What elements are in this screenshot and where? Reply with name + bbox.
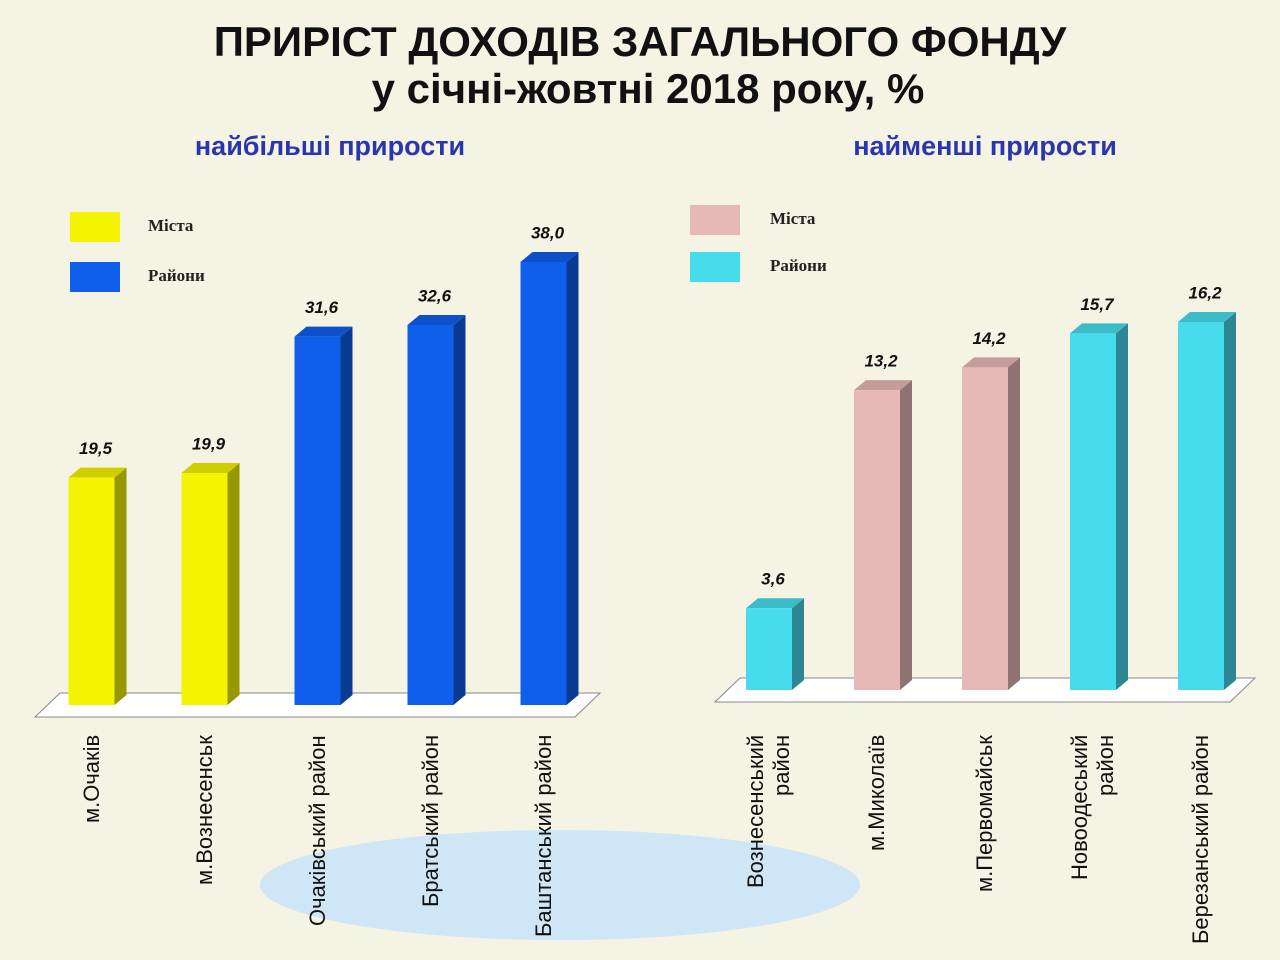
value-label: 19,9 [192, 434, 226, 453]
bar-side [227, 463, 240, 705]
bar-side [340, 326, 353, 705]
bar-front [746, 608, 792, 690]
bar-front [181, 473, 228, 705]
x-tick-label: Очаківський район [304, 735, 330, 926]
bar [520, 252, 579, 705]
bar-top [407, 314, 466, 325]
bar-front [520, 262, 567, 705]
value-label: 32,6 [418, 286, 452, 305]
bar-side [1008, 357, 1020, 690]
legend-label: Міста [770, 209, 816, 228]
bar-side [900, 380, 912, 690]
bar-top [294, 326, 353, 337]
legend-swatch [690, 205, 740, 235]
bar-side [114, 467, 127, 705]
legend-label: Райони [148, 266, 205, 285]
value-label: 16,2 [1188, 283, 1222, 302]
bar [181, 463, 240, 705]
x-tick-label: м.Очаків [78, 735, 104, 824]
bar-front [407, 324, 454, 705]
value-label: 14,2 [972, 329, 1006, 348]
value-label: 15,7 [1080, 295, 1115, 314]
value-label: 31,6 [305, 298, 339, 317]
bar [1178, 312, 1236, 690]
bar-front [854, 390, 900, 690]
page-title: ПРИРІСТ ДОХОДІВ ЗАГАЛЬНОГО ФОНДУ [214, 18, 1067, 65]
chart-title: найбільші прирости [195, 131, 465, 161]
bar-top [1178, 312, 1236, 322]
x-tick-label: Березанський район [1188, 735, 1213, 945]
x-tick-label: Вознесенський район [743, 735, 794, 889]
value-label: 38,0 [531, 223, 565, 242]
value-label: 19,5 [79, 439, 113, 458]
bar-side [1224, 312, 1236, 690]
sea [260, 830, 860, 940]
bar [854, 380, 912, 690]
bar [1070, 323, 1128, 690]
legend-label: Міста [148, 216, 194, 235]
legend-swatch [70, 262, 120, 292]
bar-side [453, 314, 466, 705]
x-tick-label: м.Вознесенськ [191, 735, 217, 885]
x-tick-label: Новоодеський район [1067, 735, 1118, 881]
chart-title: найменші прирости [853, 131, 1117, 161]
value-label: 3,6 [761, 570, 785, 589]
bar-side [792, 598, 804, 690]
bar-top [854, 380, 912, 391]
bar-top [181, 463, 240, 474]
bar-side [566, 252, 579, 705]
bar-top [520, 252, 579, 262]
bar-side [1116, 323, 1128, 690]
legend-label: Райони [770, 256, 827, 275]
x-tick-label: м.Первомайськ [972, 735, 997, 892]
bar [68, 467, 127, 705]
bar-front [68, 477, 115, 705]
bar-front [962, 367, 1008, 690]
page-subtitle: у січні-жовтні 2018 року, % [372, 65, 925, 112]
x-tick-label: м.Миколаїв [864, 735, 889, 852]
bar [407, 314, 466, 705]
x-tick-label: Баштанський район [530, 735, 556, 938]
bar [294, 326, 353, 705]
bar [962, 357, 1020, 690]
value-label: 13,2 [864, 352, 898, 371]
bar-top [746, 598, 804, 609]
bar [746, 598, 804, 690]
legend-swatch [70, 212, 120, 242]
bar-top [962, 357, 1020, 368]
legend-swatch [690, 252, 740, 282]
bar-top [68, 467, 127, 478]
bar-front [294, 336, 341, 705]
bar-top [1070, 323, 1128, 334]
x-tick-label: Братський район [417, 735, 443, 908]
bar-front [1178, 322, 1224, 690]
bar-front [1070, 333, 1116, 690]
